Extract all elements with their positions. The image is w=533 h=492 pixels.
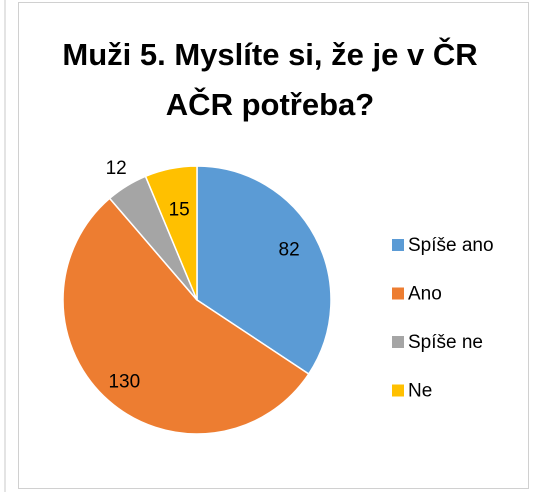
legend-swatch — [392, 287, 404, 300]
legend-swatch — [392, 239, 404, 251]
legend-label: Spíše ano — [408, 235, 494, 256]
pie-slice — [62, 197, 310, 435]
data-label: 130 — [108, 371, 140, 392]
data-label: 12 — [106, 158, 127, 179]
legend-swatch — [392, 384, 404, 397]
pie-slice — [144, 165, 198, 301]
data-label: 82 — [279, 240, 300, 261]
data-label: 15 — [169, 200, 190, 221]
legend-label: Ne — [408, 381, 432, 402]
legend-label: Spíše ne — [408, 332, 483, 353]
legend-label: Ano — [408, 284, 442, 305]
legend-swatch — [392, 336, 404, 348]
chart-title: Muži 5. Myslíte si, že je v ČR AČR potře… — [62, 37, 478, 122]
